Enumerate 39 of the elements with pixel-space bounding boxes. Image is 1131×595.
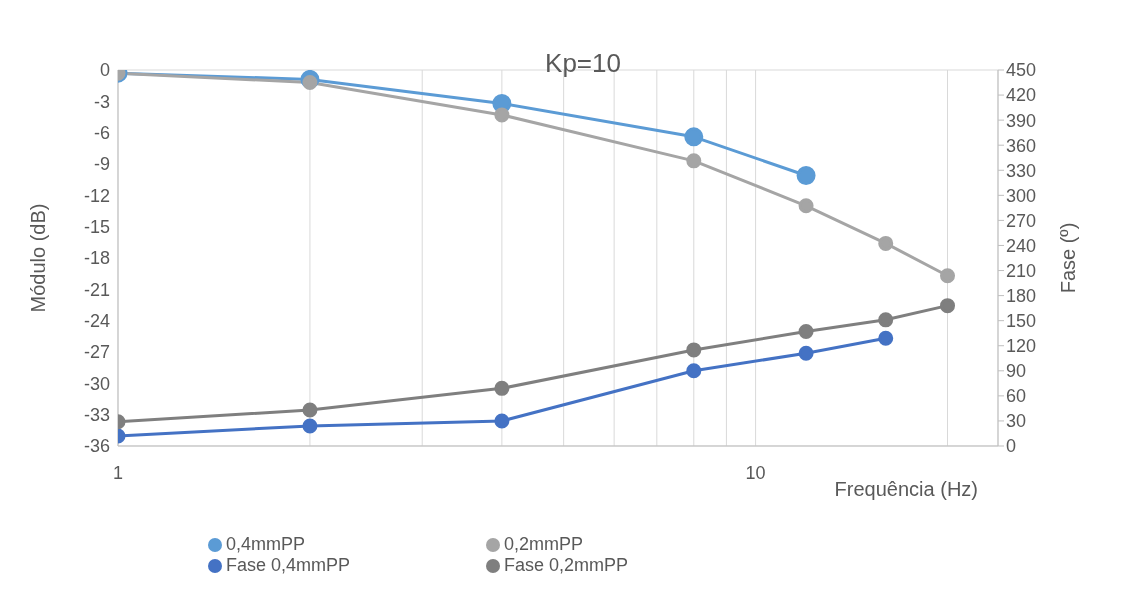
legend-label: Fase 0,4mmPP [226, 555, 352, 576]
y-tick-label: -18 [83, 248, 110, 269]
y-tick-label: -6 [93, 123, 110, 144]
y-tick-label: -9 [93, 154, 110, 175]
y2-tick-label: 30 [1006, 411, 1027, 432]
chart-title: Kp=10 [545, 48, 621, 78]
y-tick-label: -36 [83, 436, 110, 457]
y-tick-label: -3 [93, 91, 110, 112]
y2-tick-label: 390 [1006, 110, 1037, 131]
y-tick-label: -33 [83, 405, 110, 426]
y2-tick-label: 420 [1006, 85, 1037, 106]
y2-tick-label: 330 [1006, 160, 1037, 181]
y2-tick-label: 0 [1006, 436, 1017, 457]
y2-tick-label: 120 [1006, 336, 1037, 357]
y2-tick-label: 210 [1006, 260, 1037, 281]
y-tick-label: -27 [83, 342, 110, 363]
y-tick-label: -21 [83, 279, 110, 300]
y2-tick-label: 60 [1006, 386, 1027, 407]
y2-tick-label: 90 [1006, 361, 1027, 382]
y2-tick-label: 450 [1006, 60, 1037, 81]
legend-label: Fase 0,2mmPP [504, 555, 630, 576]
x-tick-label: 1 [112, 462, 124, 483]
x-tick-label: 10 [745, 462, 766, 483]
y2-axis-title: Fase (º) [1057, 222, 1080, 294]
y2-tick-label: 180 [1006, 285, 1037, 306]
x-axis-title: Frequência (Hz) [834, 478, 978, 500]
y-tick-label: -30 [83, 373, 110, 394]
y-tick-label: -12 [83, 185, 110, 206]
y2-tick-label: 300 [1006, 185, 1037, 206]
y-tick-label: -15 [83, 217, 110, 238]
y-tick-label: -24 [83, 311, 110, 332]
y2-tick-label: 360 [1006, 135, 1037, 156]
y2-tick-label: 150 [1006, 311, 1037, 332]
y2-tick-label: 270 [1006, 210, 1037, 231]
y2-tick-label: 240 [1006, 235, 1037, 256]
legend-label: 0,2mmPP [504, 534, 585, 555]
y-tick-label: 0 [99, 60, 110, 81]
y-axis-title: Módulo (dB) [27, 203, 50, 313]
legend-label: 0,4mmPP [226, 534, 307, 555]
